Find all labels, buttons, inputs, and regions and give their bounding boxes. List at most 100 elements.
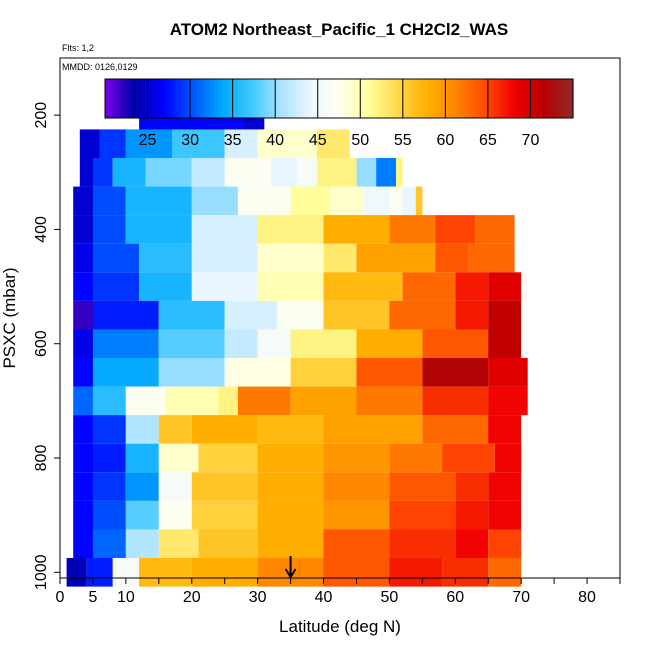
heat-cell xyxy=(488,472,522,501)
heat-cell xyxy=(73,300,93,330)
heat-cell xyxy=(290,386,357,416)
heat-cell xyxy=(224,358,291,387)
colorbar-swatch xyxy=(397,79,402,118)
colorbar-swatch xyxy=(284,79,289,118)
heat-cell xyxy=(172,129,225,158)
latitude-marker xyxy=(284,556,297,579)
x-axis-label: Latitude (deg N) xyxy=(279,617,401,636)
heat-cell xyxy=(389,186,403,216)
heat-cell xyxy=(73,358,93,387)
plot-area xyxy=(66,100,528,587)
colorbar-swatch xyxy=(175,79,180,118)
colorbar-swatch xyxy=(389,79,395,118)
heat-cell xyxy=(73,186,93,216)
heat-cell xyxy=(488,529,522,558)
y-tick-label: 1000 xyxy=(33,554,50,590)
colorbar-tick-label: 60 xyxy=(436,132,454,149)
colorbar-swatch xyxy=(498,79,504,118)
heat-cell xyxy=(92,158,113,187)
heat-cell xyxy=(224,158,271,187)
x-tick-label: 10 xyxy=(117,589,135,606)
colorbar-tick-label: 25 xyxy=(139,132,157,149)
heat-cell xyxy=(191,272,258,301)
heat-cell xyxy=(79,158,93,187)
heat-cell xyxy=(402,272,456,301)
plot-frame xyxy=(59,57,621,579)
heat-cell xyxy=(422,329,489,358)
heat-cell xyxy=(257,500,324,530)
heat-cell xyxy=(92,186,126,216)
colorbar-swatch xyxy=(565,79,570,118)
colorbar-swatch xyxy=(506,79,512,118)
colorbar-swatch xyxy=(467,79,473,118)
colorbar-swatch xyxy=(432,79,438,118)
x-tick-label: 60 xyxy=(446,589,464,606)
colorbar-swatch xyxy=(323,79,328,118)
colorbar-tick-label: 45 xyxy=(309,132,327,149)
colorbar xyxy=(104,78,574,119)
colorbar-swatch xyxy=(155,79,161,118)
heat-cell xyxy=(323,272,403,301)
colorbar-ticks: 25 30 35 40 45 50 55 60 65 70 xyxy=(139,79,539,149)
colorbar-swatch xyxy=(346,79,352,118)
heat-cell xyxy=(389,300,456,330)
colorbar-swatch xyxy=(331,79,336,118)
heat-cell xyxy=(125,500,159,530)
colorbar-swatch xyxy=(553,79,558,118)
heat-cell xyxy=(125,215,192,244)
heat-cell xyxy=(455,500,489,530)
heat-cell xyxy=(290,329,357,358)
heat-cell xyxy=(323,300,390,330)
heat-cell xyxy=(92,358,159,387)
heat-cell xyxy=(455,272,489,301)
heat-cell xyxy=(389,529,456,558)
colorbar-swatch xyxy=(420,79,426,118)
heat-cell xyxy=(125,443,159,473)
colorbar-swatch xyxy=(436,79,441,118)
heat-cell xyxy=(158,358,225,387)
colorbar-swatch xyxy=(140,79,145,118)
y-tick-label: 400 xyxy=(33,216,50,243)
heat-cell xyxy=(316,158,357,187)
heat-cell xyxy=(494,443,522,473)
heat-cell xyxy=(191,415,258,444)
colorbar-swatch xyxy=(128,79,133,118)
colorbar-swatch xyxy=(339,79,344,118)
colorbar-swatch xyxy=(120,79,126,118)
colorbar-swatch xyxy=(303,79,309,118)
heat-cell xyxy=(158,443,199,473)
heat-cell xyxy=(356,158,377,187)
heat-cell xyxy=(237,386,291,416)
colorbar-tick-label: 55 xyxy=(394,132,412,149)
colorbar-swatch xyxy=(456,79,461,118)
heat-cell xyxy=(257,329,291,358)
colorbar-swatch xyxy=(417,79,422,118)
heat-cell xyxy=(92,272,139,301)
heat-cell xyxy=(257,472,324,501)
colorbar-swatch xyxy=(257,79,262,118)
heat-cell xyxy=(389,215,436,244)
x-tick-label: 40 xyxy=(315,589,333,606)
heat-cell xyxy=(158,300,225,330)
heat-cell xyxy=(363,186,390,216)
heat-cell xyxy=(198,443,258,473)
heat-cell xyxy=(257,415,324,444)
colorbar-swatch xyxy=(276,79,282,118)
heat-cell xyxy=(455,472,489,501)
heat-cell xyxy=(73,443,93,473)
x-tick-label: 70 xyxy=(512,589,530,606)
heat-cell xyxy=(92,243,139,273)
heat-cell xyxy=(277,300,324,330)
y-tick-label: 800 xyxy=(33,445,50,472)
colorbar-swatch xyxy=(179,79,184,118)
heat-cell xyxy=(73,500,93,530)
down-arrow-icon xyxy=(284,568,297,579)
y-tick-label: 200 xyxy=(33,102,50,129)
colorbar-swatch xyxy=(510,79,516,118)
heat-cell xyxy=(442,443,495,473)
colorbar-swatch xyxy=(483,79,488,118)
colorbar-swatch xyxy=(463,79,469,118)
heat-cell xyxy=(165,386,219,416)
heat-cell xyxy=(270,158,298,187)
colorbar-swatch xyxy=(475,79,480,118)
